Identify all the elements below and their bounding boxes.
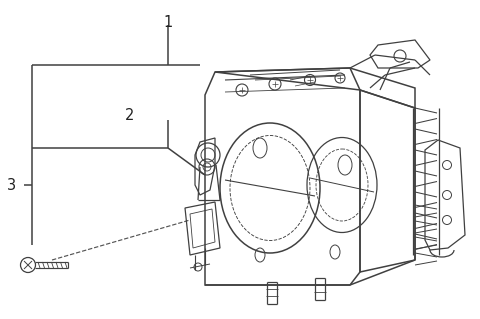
Text: 3: 3: [6, 177, 15, 192]
Text: 1: 1: [163, 15, 173, 30]
Text: 2: 2: [125, 108, 135, 123]
